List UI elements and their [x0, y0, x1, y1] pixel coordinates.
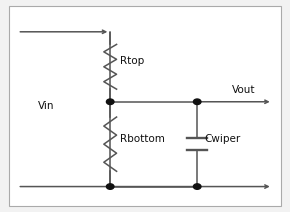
Text: Rtop: Rtop: [120, 56, 145, 67]
Text: Rbottom: Rbottom: [120, 134, 165, 144]
Circle shape: [106, 184, 114, 189]
Text: Vout: Vout: [232, 85, 255, 95]
FancyBboxPatch shape: [9, 6, 281, 206]
Circle shape: [106, 99, 114, 105]
Circle shape: [193, 184, 201, 189]
Circle shape: [193, 99, 201, 105]
Text: Cwiper: Cwiper: [204, 134, 241, 144]
Text: Vin: Vin: [38, 101, 55, 111]
